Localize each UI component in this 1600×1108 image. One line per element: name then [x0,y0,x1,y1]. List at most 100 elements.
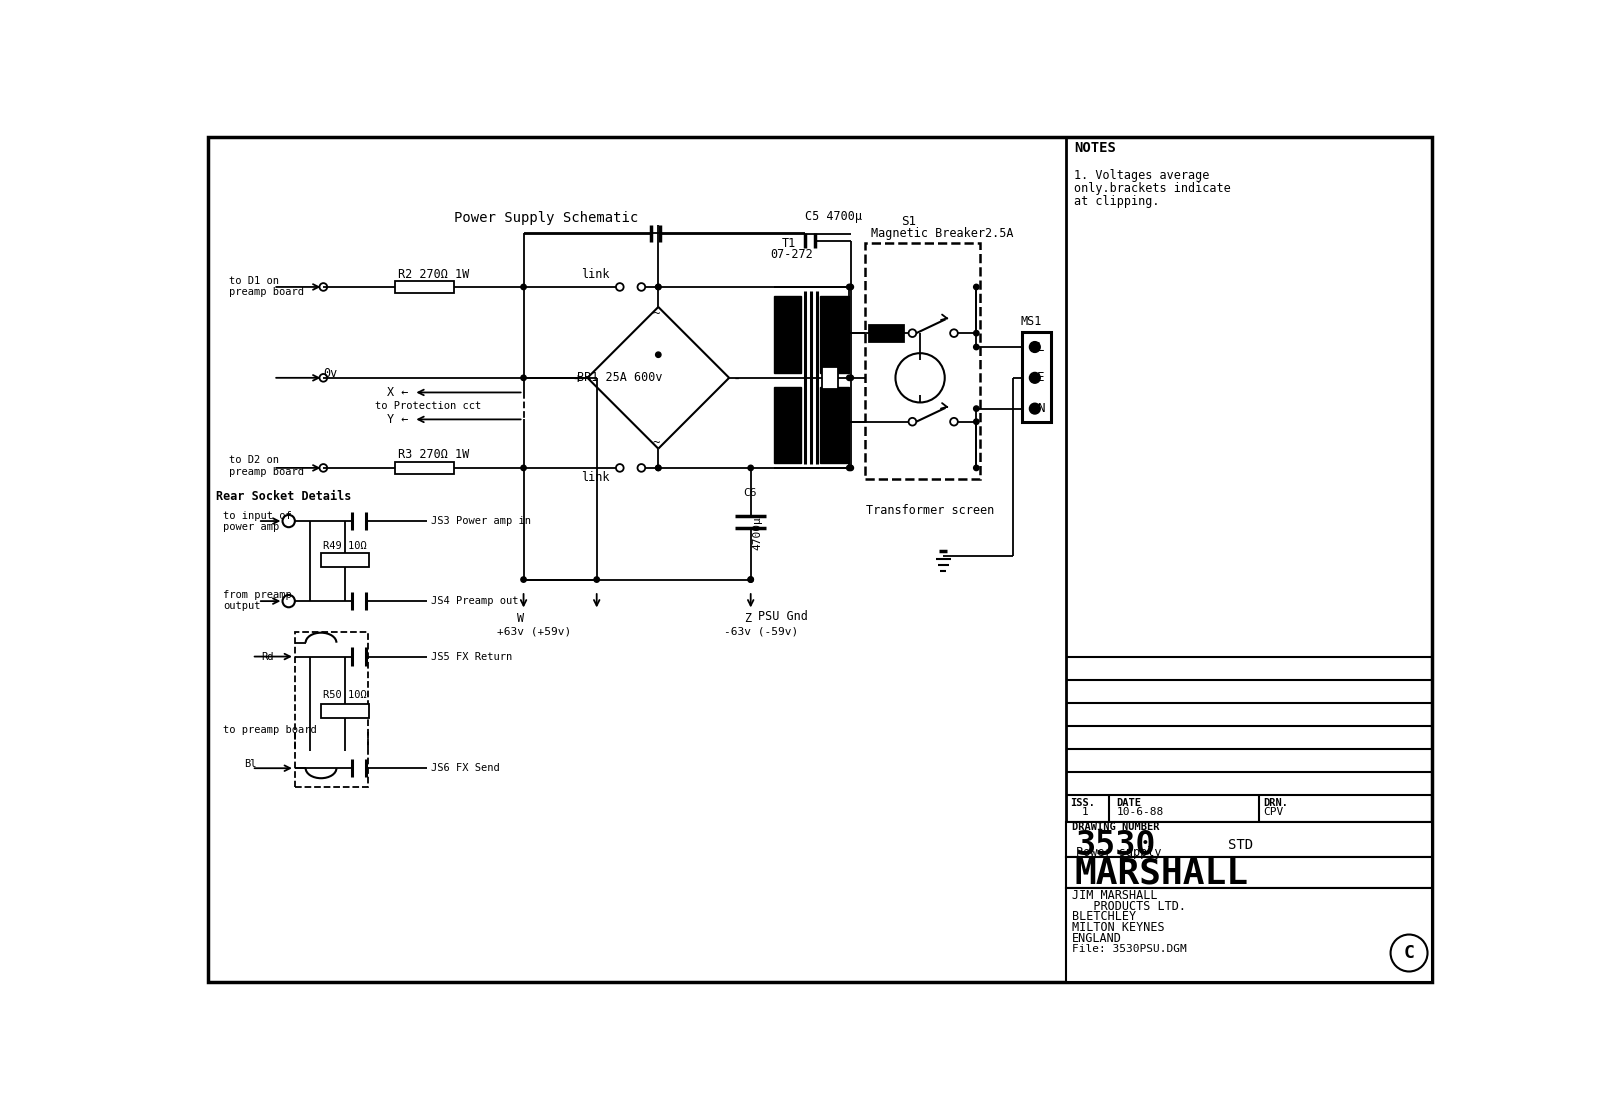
Circle shape [749,577,754,583]
Text: 4700µ: 4700µ [752,516,762,551]
Text: T1: T1 [781,237,795,249]
Text: Power Supply Schematic: Power Supply Schematic [454,211,638,225]
Circle shape [974,465,979,471]
Circle shape [656,285,661,289]
Circle shape [616,464,624,472]
Circle shape [1029,341,1040,352]
Circle shape [522,285,526,289]
Text: to input of: to input of [224,512,291,522]
Bar [819,296,850,373]
Circle shape [974,330,979,336]
Text: E: E [1037,371,1045,384]
Circle shape [522,577,526,583]
Circle shape [1029,403,1040,414]
Circle shape [846,376,851,380]
Bar [774,296,800,373]
Bar [1022,331,1051,422]
Bar [864,243,981,480]
Text: from preamp: from preamp [224,589,291,599]
Bar [821,367,838,389]
Text: 0v: 0v [323,368,338,380]
Text: ~: ~ [653,437,661,449]
Text: 10-6-88: 10-6-88 [1117,807,1163,817]
Text: to Protection cct: to Protection cct [374,401,482,411]
Bar [294,632,368,788]
Text: JS4 Preamp out: JS4 Preamp out [430,596,518,606]
Circle shape [522,465,526,471]
Text: at clipping.: at clipping. [1074,195,1160,208]
Text: preamp board: preamp board [229,287,304,297]
Text: File: 3530PSU.DGM: File: 3530PSU.DGM [1072,944,1187,954]
Text: C5 4700µ: C5 4700µ [805,209,861,223]
Text: MILTON KEYNES: MILTON KEYNES [1072,921,1165,934]
Text: BR1 25A 600v: BR1 25A 600v [578,371,662,384]
Text: X ←: X ← [387,386,408,399]
Circle shape [950,418,958,425]
Text: to preamp board: to preamp board [224,725,317,735]
Text: 3530: 3530 [1077,829,1157,862]
Circle shape [283,515,294,527]
Circle shape [320,375,326,381]
Text: output: output [224,601,261,611]
Bar [395,280,454,294]
Circle shape [616,284,624,290]
Text: CPV: CPV [1262,807,1283,817]
Circle shape [749,577,754,583]
Bar [322,553,368,567]
Text: C: C [1403,944,1414,962]
Circle shape [909,418,917,425]
Circle shape [320,284,326,290]
Text: Transformer screen: Transformer screen [866,504,995,516]
Bar [322,705,368,718]
Text: MARSHALL: MARSHALL [1074,856,1248,891]
Text: link: link [581,268,610,281]
Circle shape [1029,372,1040,383]
Bar [395,462,454,474]
Text: 1: 1 [1082,807,1088,817]
Text: R3 270Ω 1W: R3 270Ω 1W [398,449,469,461]
Text: to D2 on: to D2 on [229,455,278,465]
Text: preamp board: preamp board [229,466,304,476]
Bar [1067,822,1432,856]
Text: Bl: Bl [245,759,256,769]
Text: JS3 Power amp in: JS3 Power amp in [430,516,531,526]
Circle shape [909,329,917,337]
Text: DRAWING NUMBER: DRAWING NUMBER [1072,822,1160,832]
Bar [774,387,800,462]
Text: R49 10Ω: R49 10Ω [323,541,366,551]
Circle shape [522,376,526,380]
Text: PRODUCTS LTD.: PRODUCTS LTD. [1072,900,1186,913]
Circle shape [283,595,294,607]
Circle shape [749,465,754,471]
Text: -63v (-59v): -63v (-59v) [723,627,798,637]
Text: JIM MARSHALL: JIM MARSHALL [1072,889,1157,902]
Bar [1067,888,1432,983]
Text: Rd: Rd [262,652,274,661]
Text: JS6 FX Send: JS6 FX Send [430,763,499,773]
Text: S1: S1 [901,215,915,228]
Text: Rear Socket Details: Rear Socket Details [216,490,350,503]
Text: DRN.: DRN. [1262,798,1288,808]
Text: to D1 on: to D1 on [229,276,278,286]
Text: Y ←: Y ← [387,413,408,425]
Bar [1067,856,1432,888]
Text: L: L [1037,340,1045,353]
Circle shape [594,577,600,583]
Text: Power supply: Power supply [1077,847,1162,860]
Circle shape [637,464,645,472]
Text: PSU Gnd: PSU Gnd [758,611,808,623]
Text: -: - [733,372,741,387]
Bar [869,326,902,341]
Text: W: W [517,612,525,625]
Text: power amp: power amp [224,522,280,532]
Circle shape [848,465,853,471]
Text: 1. Voltages average: 1. Voltages average [1074,168,1210,182]
Circle shape [656,285,661,289]
Text: 07-272: 07-272 [770,248,813,261]
Text: ~: ~ [653,307,661,319]
Circle shape [974,345,979,350]
Text: +63v (+59v): +63v (+59v) [496,627,571,637]
Text: link: link [581,471,610,484]
Circle shape [656,465,661,471]
Circle shape [896,353,944,402]
